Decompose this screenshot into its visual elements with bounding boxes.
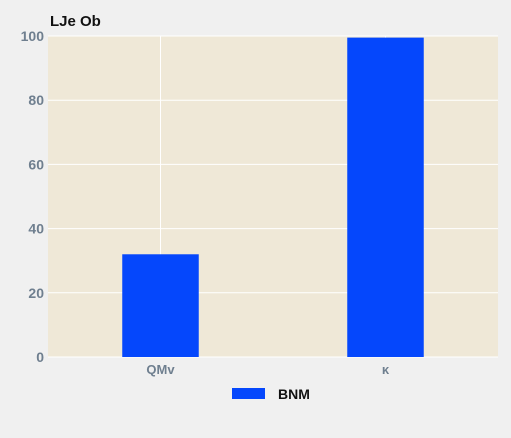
y-tick-label-40: 40 <box>28 221 44 237</box>
y-tick-label-80: 80 <box>28 92 44 108</box>
x-tick-label-1: κ <box>382 362 390 377</box>
x-axis-ticks: QMv κ <box>146 362 389 377</box>
y-tick-label-60: 60 <box>28 156 44 172</box>
y-tick-label-20: 20 <box>28 285 44 301</box>
legend-label-bnm: BNM <box>278 386 310 402</box>
plot-area <box>48 36 498 357</box>
bar-1 <box>347 37 424 357</box>
bar-0 <box>122 254 199 357</box>
y-tick-label-100: 100 <box>21 28 45 44</box>
y-axis-ticks: 0 20 40 60 80 100 <box>21 28 45 365</box>
legend: BNM <box>232 386 310 402</box>
x-tick-label-0: QMv <box>146 362 175 377</box>
y-tick-label-0: 0 <box>36 349 44 365</box>
legend-swatch-bnm <box>232 388 265 399</box>
chart-title: LJe Ob <box>50 13 101 30</box>
bars <box>122 37 424 357</box>
